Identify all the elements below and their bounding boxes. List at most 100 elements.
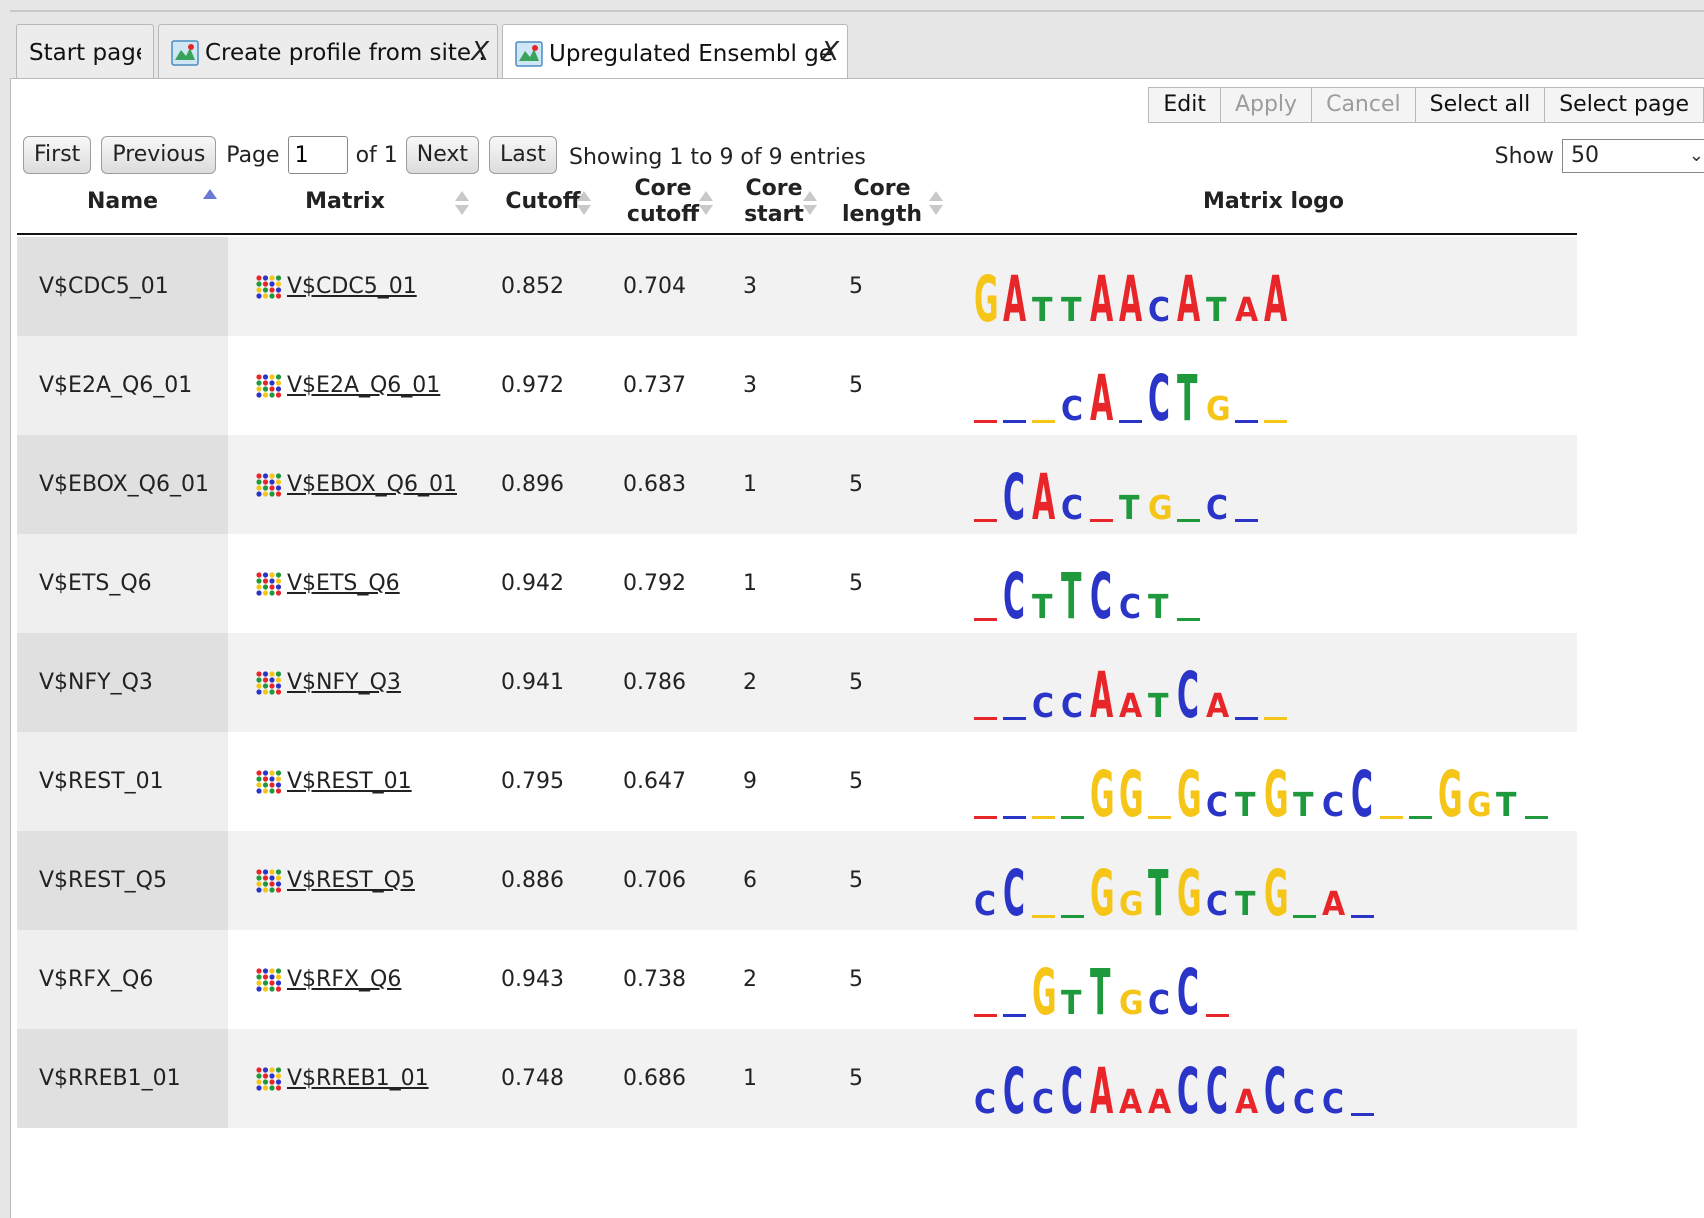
logo-gap-mark bbox=[1003, 816, 1026, 819]
logo-letter: A bbox=[1090, 1054, 1113, 1121]
column-header-matrix[interactable]: Matrix bbox=[255, 171, 435, 233]
table-row[interactable]: V$REST_01 V$REST_01 0.795 0.647 9 5 G G G C T G T C C G… bbox=[17, 732, 1577, 831]
matrix-link[interactable]: V$RREB1_01 bbox=[287, 1066, 429, 1091]
close-icon[interactable]: X bbox=[471, 37, 489, 67]
matrix-link[interactable]: V$NFY_Q3 bbox=[287, 670, 401, 695]
logo-letter: C bbox=[1032, 688, 1054, 725]
edit-button[interactable]: Edit bbox=[1148, 87, 1221, 123]
cell-matrix: V$REST_01 bbox=[255, 732, 412, 831]
logo-letter: C bbox=[1003, 559, 1025, 626]
table-header: Name Matrix Cutoff Core cutoff Core star… bbox=[17, 171, 1577, 235]
tab-start-page[interactable]: Start page bbox=[16, 24, 154, 80]
logo-letter: C bbox=[1003, 856, 1025, 923]
profile-icon bbox=[515, 40, 543, 67]
matrix-link[interactable]: V$RFX_Q6 bbox=[287, 967, 402, 992]
cell-core-cutoff: 0.706 bbox=[623, 868, 686, 893]
cell-cutoff: 0.943 bbox=[501, 967, 564, 992]
matrix-link[interactable]: V$REST_01 bbox=[287, 769, 412, 794]
first-page-button[interactable]: First bbox=[23, 136, 92, 174]
cell-core-start: 2 bbox=[743, 967, 757, 992]
column-header-core-start[interactable]: Core start bbox=[729, 171, 819, 233]
cell-name: V$NFY_Q3 bbox=[17, 633, 228, 732]
tab-create-profile[interactable]: Create profile from site ... X bbox=[158, 24, 498, 80]
table-row[interactable]: V$RREB1_01 V$RREB1_01 0.748 0.686 1 5 C C C C A A A C… bbox=[17, 1029, 1577, 1128]
cell-core-length: 5 bbox=[849, 1066, 863, 1091]
logo-letter: G bbox=[1148, 490, 1173, 527]
logo-letter: G bbox=[1119, 985, 1144, 1022]
logo-letter: C bbox=[1177, 1054, 1199, 1121]
site-model-icon bbox=[171, 39, 199, 66]
matrix-link[interactable]: V$REST_Q5 bbox=[287, 868, 415, 893]
logo-gap-mark bbox=[1293, 915, 1316, 918]
matrix-icon bbox=[256, 373, 282, 398]
cancel-button[interactable]: Cancel bbox=[1311, 87, 1416, 123]
logo-gap-mark bbox=[1032, 915, 1055, 918]
logo-letter: C bbox=[1148, 361, 1170, 428]
select-page-button[interactable]: Select page bbox=[1544, 87, 1704, 123]
select-all-button[interactable]: Select all bbox=[1414, 87, 1546, 123]
page-size-control: Show 50 ⌄ bbox=[1495, 139, 1704, 173]
cell-matrix: V$NFY_Q3 bbox=[255, 633, 401, 732]
column-header-cutoff[interactable]: Cutoff bbox=[495, 171, 591, 233]
cell-core-start: 9 bbox=[743, 769, 757, 794]
table-row[interactable]: V$EBOX_Q6_01 V$EBOX_Q6_01 0.896 0.683 1 5 C A C T… bbox=[17, 435, 1577, 534]
page-size-select[interactable]: 50 ⌄ bbox=[1562, 139, 1704, 173]
table-row[interactable]: V$E2A_Q6_01 V$E2A_Q6_01 0.972 0.737 3 5 C A C T G bbox=[17, 336, 1577, 435]
logo-letter: C bbox=[1293, 1084, 1315, 1121]
cell-name: V$EBOX_Q6_01 bbox=[17, 435, 228, 534]
column-header-name[interactable]: Name bbox=[17, 171, 228, 233]
table-row[interactable]: V$NFY_Q3 V$NFY_Q3 0.941 0.786 2 5 C C A A T C A bbox=[17, 633, 1577, 732]
sort-icon[interactable] bbox=[803, 189, 817, 217]
logo-gap-mark bbox=[1235, 519, 1258, 522]
cell-core-length: 5 bbox=[849, 967, 863, 992]
logo-letter: T bbox=[1235, 787, 1256, 824]
cell-name: V$RREB1_01 bbox=[17, 1029, 228, 1128]
next-page-button[interactable]: Next bbox=[405, 136, 480, 174]
logo-letter: T bbox=[1061, 985, 1082, 1022]
main-panel: Edit Apply Cancel Select all Select page… bbox=[10, 78, 1704, 1218]
cell-core-cutoff: 0.647 bbox=[623, 769, 686, 794]
sort-icon[interactable] bbox=[455, 189, 469, 217]
cell-core-start: 3 bbox=[743, 373, 757, 398]
cell-core-length: 5 bbox=[849, 571, 863, 596]
column-header-core-cutoff[interactable]: Core cutoff bbox=[613, 171, 713, 233]
matrix-link[interactable]: V$E2A_Q6_01 bbox=[287, 373, 441, 398]
last-page-button[interactable]: Last bbox=[489, 136, 557, 174]
page-number-input[interactable] bbox=[287, 136, 348, 174]
cell-cutoff: 0.852 bbox=[501, 274, 564, 299]
sort-icon[interactable] bbox=[929, 189, 943, 217]
matrix-link[interactable]: V$ETS_Q6 bbox=[287, 571, 400, 596]
logo-gap-mark bbox=[974, 717, 997, 720]
cell-cutoff: 0.896 bbox=[501, 472, 564, 497]
cell-core-length: 5 bbox=[849, 274, 863, 299]
cell-matrix: V$RREB1_01 bbox=[255, 1029, 429, 1128]
apply-button[interactable]: Apply bbox=[1219, 87, 1313, 123]
matrix-link[interactable]: V$EBOX_Q6_01 bbox=[287, 472, 457, 497]
column-header-core-length[interactable]: Core length bbox=[837, 171, 927, 233]
tab-upregulated-genes[interactable]: Upregulated Ensembl ge... X bbox=[502, 24, 848, 82]
previous-page-button[interactable]: Previous bbox=[101, 136, 217, 174]
column-label: cutoff bbox=[626, 202, 700, 227]
logo-letter: C bbox=[1206, 490, 1228, 527]
matrix-link[interactable]: V$CDC5_01 bbox=[287, 274, 417, 299]
logo-letter: A bbox=[1119, 688, 1143, 725]
column-label: Core bbox=[634, 176, 692, 201]
sort-icon[interactable] bbox=[577, 189, 591, 217]
logo-gap-mark bbox=[974, 420, 997, 423]
sort-ascending-icon[interactable] bbox=[203, 185, 217, 213]
table-row[interactable]: V$REST_Q5 V$REST_Q5 0.886 0.706 6 5 C C G G T G C T G A bbox=[17, 831, 1577, 930]
logo-letter: C bbox=[1322, 1084, 1344, 1121]
table-row[interactable]: V$RFX_Q6 V$RFX_Q6 0.943 0.738 2 5 G T T G C C bbox=[17, 930, 1577, 1029]
logo-letter: A bbox=[1322, 886, 1346, 923]
logo-letter: C bbox=[1032, 1084, 1054, 1121]
table-row[interactable]: V$ETS_Q6 V$ETS_Q6 0.942 0.792 1 5 C T T C C T bbox=[17, 534, 1577, 633]
sort-icon[interactable] bbox=[699, 189, 713, 217]
close-icon[interactable]: X bbox=[821, 37, 839, 67]
pagination: First Previous Page of 1 Next Last bbox=[23, 135, 567, 175]
table-row[interactable]: V$CDC5_01 V$CDC5_01 0.852 0.704 3 5 G A T T A A C A T A… bbox=[17, 237, 1577, 336]
